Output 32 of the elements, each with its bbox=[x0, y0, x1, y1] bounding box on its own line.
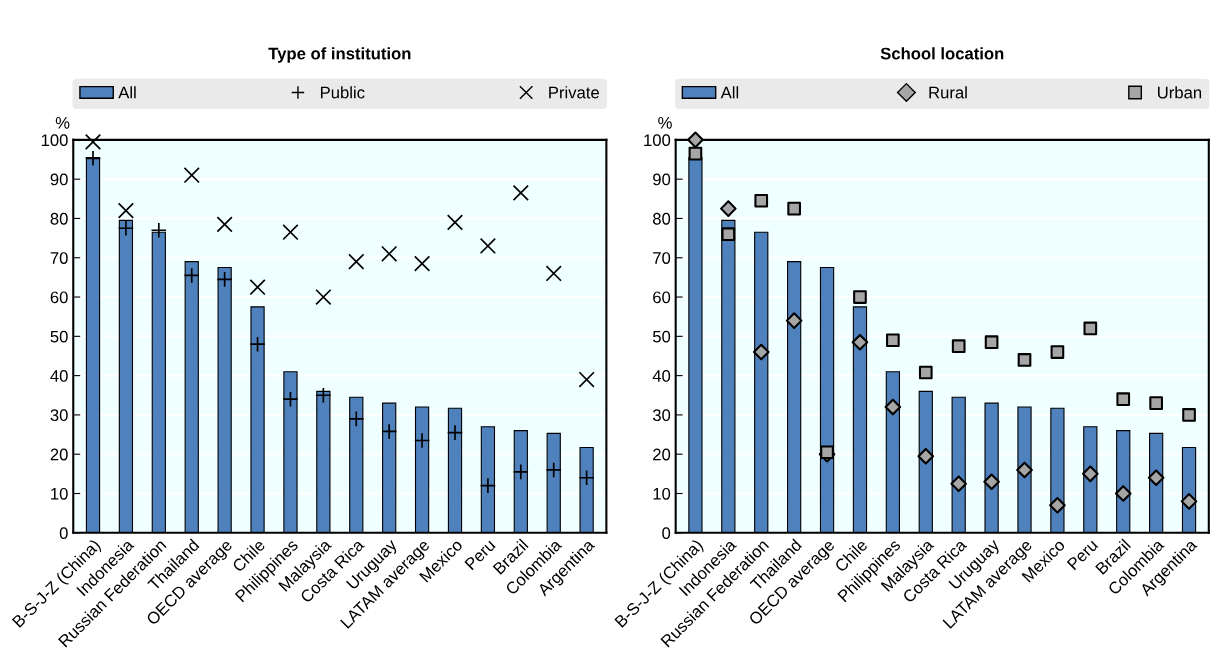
y-tick-label: 20 bbox=[653, 448, 671, 461]
chart-title: Type of institution bbox=[268, 47, 411, 63]
legend-label: All bbox=[720, 86, 739, 99]
y-tick-label: 50 bbox=[652, 330, 671, 343]
chart-title: School location bbox=[880, 47, 1004, 60]
y-tick-label: 80 bbox=[50, 212, 68, 225]
y-tick-label: 30 bbox=[652, 409, 671, 422]
y-tick-label: 80 bbox=[653, 212, 671, 225]
legend-label: Public bbox=[320, 86, 365, 99]
y-tick-label: 60 bbox=[50, 291, 68, 304]
y-tick-label: 90 bbox=[50, 173, 68, 186]
y-tick-label: 30 bbox=[50, 409, 68, 422]
y-tick-label: 20 bbox=[50, 448, 68, 461]
y-tick-label: 100 bbox=[644, 134, 671, 147]
y-tick-label: 50 bbox=[50, 330, 68, 343]
legend-label: Private bbox=[549, 86, 599, 99]
y-tick-label: 100 bbox=[41, 134, 68, 147]
y-tick-label: 10 bbox=[51, 487, 68, 500]
legend-label: Urban bbox=[1158, 86, 1202, 99]
y-tick-label: 0 bbox=[662, 527, 671, 539]
y-tick-label: 40 bbox=[652, 370, 671, 382]
legend-label: All bbox=[118, 86, 136, 99]
y-tick-label: 90 bbox=[653, 173, 671, 186]
y-tick-label: 70 bbox=[653, 252, 671, 264]
y-tick-label: 70 bbox=[50, 252, 68, 264]
y-tick-label: 0 bbox=[59, 527, 68, 539]
y-axis-title: % bbox=[658, 116, 672, 129]
y-tick-label: 60 bbox=[653, 291, 671, 304]
y-tick-label: 40 bbox=[50, 370, 68, 382]
y-axis-title: % bbox=[55, 116, 70, 129]
y-tick-label: 10 bbox=[653, 487, 671, 500]
legend-label: Rural bbox=[929, 86, 967, 99]
